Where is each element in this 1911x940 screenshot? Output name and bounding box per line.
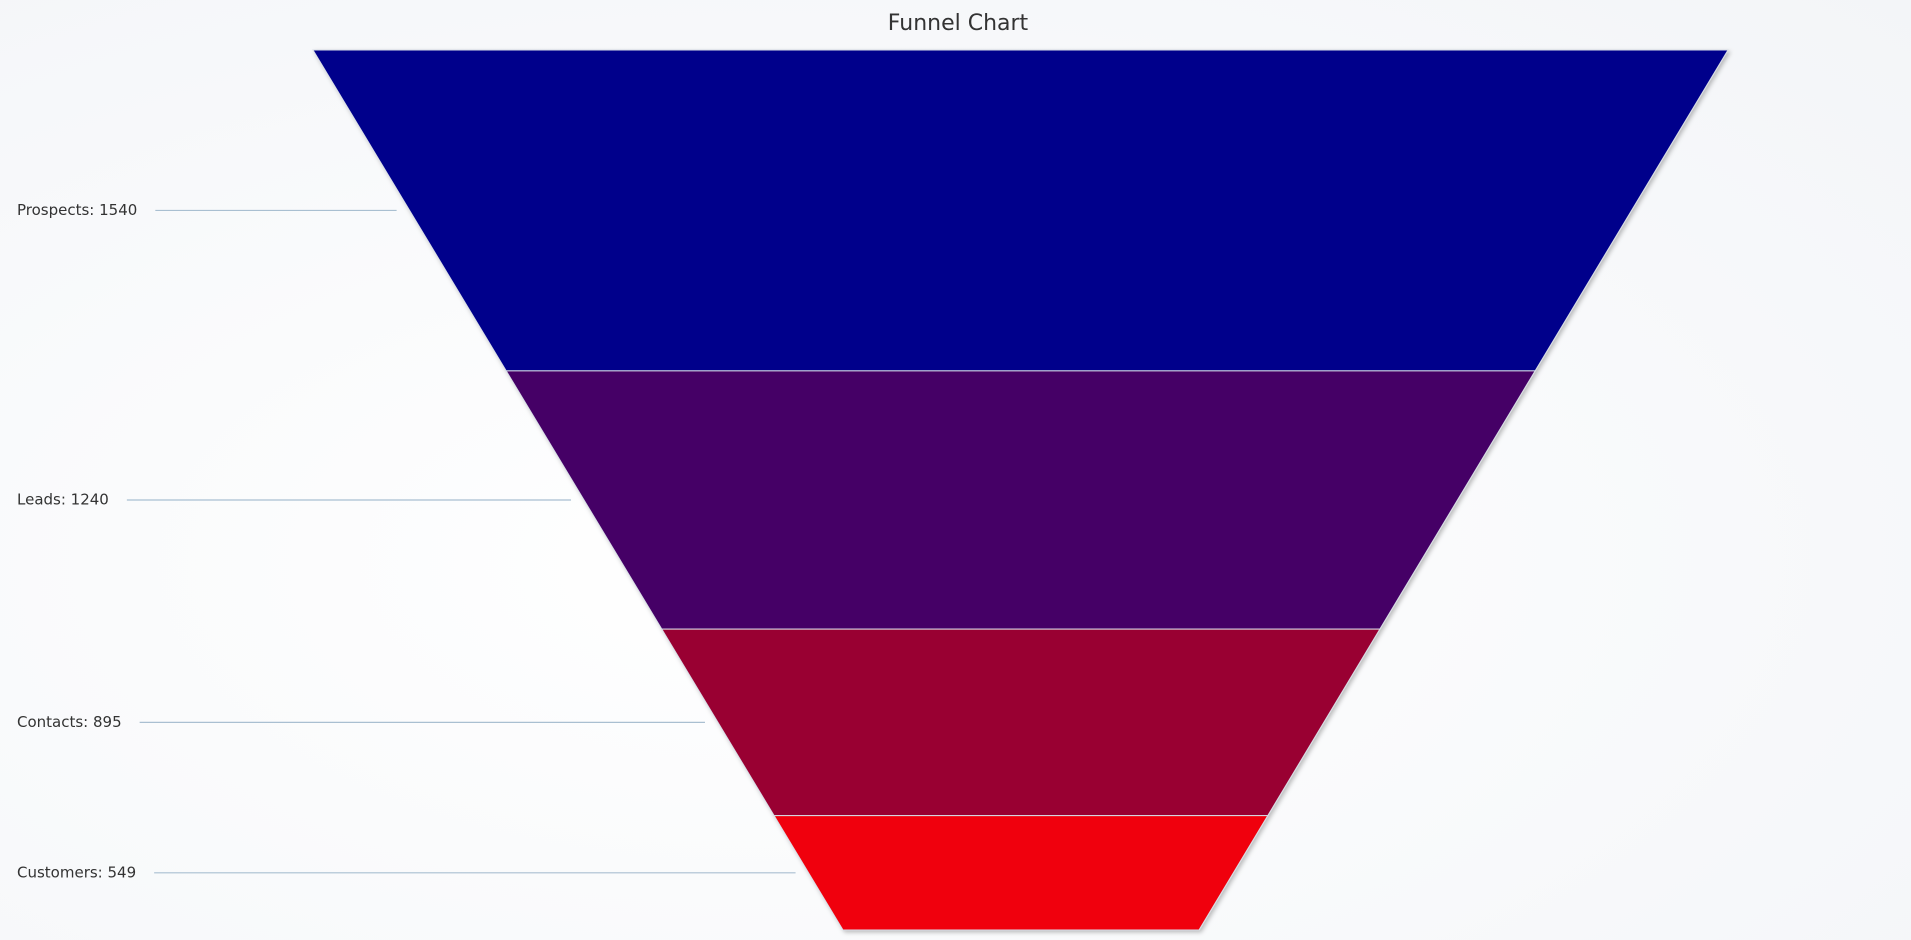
funnel-segment [312,49,1729,372]
data-label: Prospects: 1540 [17,201,137,219]
chart-title: Funnel Chart [888,11,1029,36]
funnel-segment [660,628,1381,817]
data-label: Contacts: 895 [17,713,122,731]
funnel [312,49,1729,931]
funnel-segment [505,370,1537,630]
data-label: Customers: 549 [17,863,136,881]
data-label: Leads: 1240 [17,491,109,509]
funnel-segment [773,815,1269,931]
